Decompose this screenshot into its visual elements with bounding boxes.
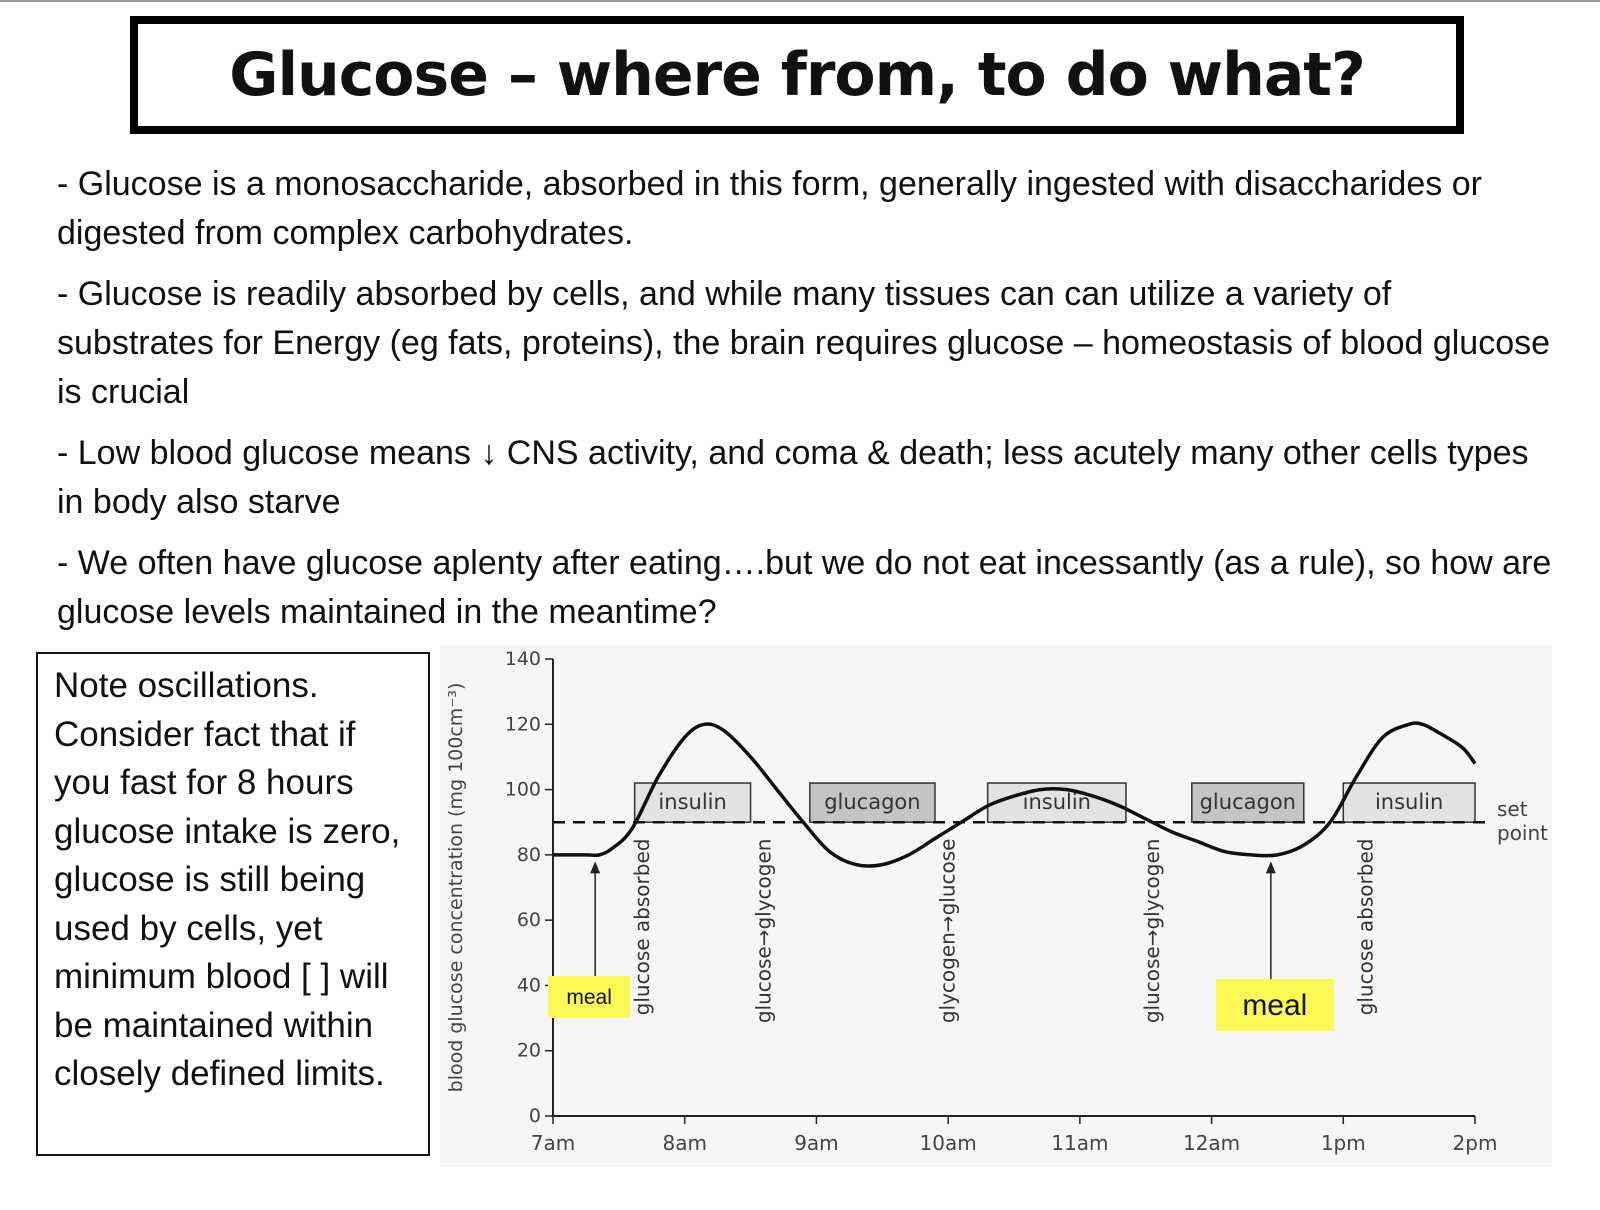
glucose-curve [553,721,1477,868]
process-annotation: glucose→glycogen [1140,839,1164,1024]
set-point-label: point [1497,821,1548,845]
title-inner: Glucose – where from, to do what? [138,24,1456,126]
process-annotation: glucose absorbed [1353,839,1377,1016]
x-tick-label: 2pm [1453,1131,1498,1155]
title-frame: Glucose – where from, to do what? [130,16,1464,134]
x-tick-label: 1pm [1321,1131,1366,1155]
hormone-label: insulin [1375,790,1443,814]
meal-label: meal [1242,989,1307,1022]
note-box: Note oscillations. Consider fact that if… [36,652,430,1156]
meal-label: meal [566,986,612,1009]
set-point-label: set [1497,797,1528,821]
hormone-box [1342,782,1476,823]
hormone-label: insulin [658,790,726,814]
bullet-item: - Glucose is readily absorbed by cells, … [57,275,1551,411]
glucose-chart-svg: 0 20 40 60 80 100 120 140 7am 8am 9am 10am 11am 12am 1… [445,648,1548,1155]
y-tick-label: 100 [505,779,541,801]
y-tick-label: 20 [517,1040,541,1062]
x-tick-label: 7am [531,1131,575,1155]
meal-box [1215,979,1334,1031]
process-annotation: glucose absorbed [630,839,654,1016]
slide-title: Glucose – where from, to do what? [229,40,1366,110]
x-tick-label: 10am [920,1131,977,1155]
bullet-item: - Low blood glucose means ↓ CNS activity… [57,434,1529,521]
x-tick-label: 11am [1051,1131,1108,1155]
y-axis-label: blood glucose concentration (mg 100cm⁻³) [445,683,467,1093]
y-tick-label: 60 [517,909,541,931]
top-rule [0,0,1600,2]
y-tick-label: 40 [517,974,541,996]
meal-arrowhead [1265,861,1276,874]
hormone-box [986,782,1127,823]
hormone-box [633,782,752,823]
bullet-list: - Glucose is a monosaccharide, absorbed … [57,160,1557,649]
x-tick-label: 9am [794,1131,838,1155]
note-text: Note oscillations. Consider fact that if… [54,666,401,1093]
bullet-item: - We often have glucose aplenty after ea… [57,544,1552,631]
x-tick-label: 12am [1183,1131,1240,1155]
y-tick-label: 80 [517,844,541,866]
bullet-item: - Glucose is a monosaccharide, absorbed … [57,165,1482,252]
x-tick-label: 8am [662,1131,706,1155]
glucose-chart: 0 20 40 60 80 100 120 140 7am 8am 9am 10am 11am 12am 1… [440,645,1552,1167]
meal-arrowhead [590,861,601,874]
hormone-box [1191,782,1305,823]
meal-box [548,976,631,1018]
hormone-box [809,782,936,823]
y-tick-label: 120 [505,713,541,735]
hormone-label: glucagon [1200,790,1296,814]
process-annotation: glucose→glycogen [751,839,775,1024]
y-tick-label: 140 [505,648,541,670]
process-annotation: glycogen→glucose [936,839,960,1024]
y-tick-label: 0 [529,1105,541,1127]
hormone-label: glucagon [824,790,920,814]
